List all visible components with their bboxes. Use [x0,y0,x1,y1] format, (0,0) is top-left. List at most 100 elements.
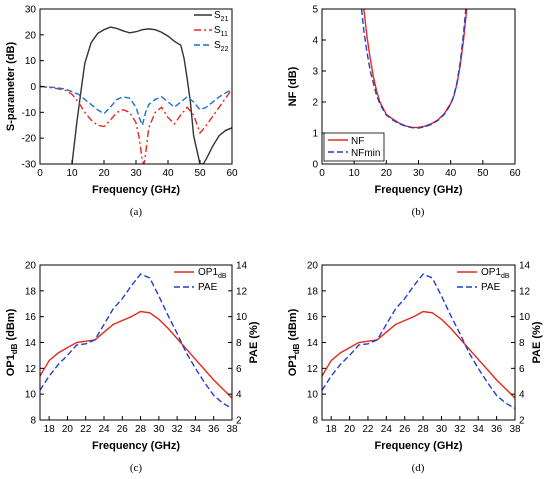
x-axis-label: Frequency (GHz) [92,440,180,452]
y2-tick-label: 10 [519,312,531,323]
legend-label-nfmin: NFmin [351,148,380,159]
panel-caption: (b) [412,206,425,218]
y2-tick-label: 2 [236,416,242,427]
x-tick-label: 26 [117,424,129,435]
legend-label-sub: 11 [221,31,228,38]
y-tick-label: 12 [307,364,319,375]
x-tick-label: 32 [454,424,466,435]
y2-tick-label: 14 [236,261,248,272]
y-axis-label: S-parameter (dB) [5,42,17,132]
panel-a-chart: 0 10 20 30 40 50 60 -30 -20 -10 0 10 20 30 Frequency (… [5,5,238,219]
y-axis-label: NF (dB) [287,66,299,106]
x-tick-label: 0 [319,168,325,179]
legend-label-s22: S22 [214,40,229,53]
legend-label-s21: S21 [214,10,229,23]
y2-tick-label: 8 [519,338,525,349]
x-tick-label: 34 [473,424,485,435]
y-tick-label: 30 [25,5,37,16]
y-tick-label: 0 [312,160,318,171]
series-line-op1db [40,310,232,399]
x-tick-label: 24 [381,424,393,435]
y2-tick-label: 6 [519,364,525,375]
y-tick-label: 3 [312,67,318,78]
x-tick-label: 22 [80,424,92,435]
x-axis-label: Frequency (GHz) [374,184,462,196]
y-tick-label: 14 [25,338,37,349]
y-axis-label-base: OP1 [5,354,17,376]
y-tick-label: 18 [25,286,37,297]
y-tick-label: 10 [25,56,37,67]
y-tick-label: -10 [22,108,37,119]
series-line-s22 [40,85,232,128]
y-axis-label-sub: dB [292,343,301,354]
y-tick-label: 10 [307,390,319,401]
y-tick-label: 16 [307,312,319,323]
x-tick-label: 50 [194,168,206,179]
x-tick-label: 50 [477,168,489,179]
y2-tick-label: 2 [519,416,525,427]
panel-d-chart: 18 20 22 24 26 28 30 32 34 36 38810121416182024681… [287,261,543,475]
y-tick-label: 10 [25,390,37,401]
legend-label-op1db: OP1dB [481,267,510,280]
x-tick-label: 18 [326,424,338,435]
y2-tick-label: 14 [519,261,531,272]
y2-tick-label: 10 [236,312,248,323]
legend-label-nf: NF [351,136,364,147]
x-tick-label: 30 [153,424,165,435]
series-line-pae [40,273,232,409]
x-tick-label: 30 [436,424,448,435]
y-tick-label: 14 [307,338,319,349]
series-line-pae [322,273,515,409]
x-axis-label: Frequency (GHz) [92,184,180,196]
x-tick-label: 20 [344,424,356,435]
x-tick-label: 36 [491,424,503,435]
y-tick-label: 18 [307,286,319,297]
x-tick-label: 38 [509,424,521,435]
x-tick-label: 40 [162,168,174,179]
legend-label-sub: dB [501,273,510,280]
legend-box [323,132,385,162]
y2-axis-label: PAE (%) [248,321,260,363]
legend-label-base: OP1 [198,267,218,278]
y-axis-label: OP1dB (dBm) [287,308,301,376]
x-tick-label: 22 [362,424,374,435]
legend-label-base: OP1 [481,267,501,278]
panel-b-chart: 0 10 20 30 40 50 60 0 1 2 3 4 5 Frequency (GHz) NF (dB… [287,5,521,219]
legend-label-s11: S11 [214,25,228,38]
y-tick-label: 4 [312,36,318,47]
x-tick-label: 18 [44,424,56,435]
x-axis-label: Frequency (GHz) [374,440,462,452]
y-axis-label-tail: (dBm) [5,308,17,343]
y2-tick-label: 12 [519,286,531,297]
y-axis-label-base: OP1 [287,354,299,376]
y-tick-label: 20 [25,261,37,272]
panel-caption: (d) [412,462,425,474]
x-tick-label: 60 [226,168,238,179]
x-tick-label: 10 [66,168,78,179]
y2-tick-label: 4 [236,390,242,401]
panel-caption: (a) [130,206,143,218]
x-tick-label: 20 [98,168,110,179]
x-tick-label: 28 [135,424,147,435]
x-tick-label: 10 [349,168,361,179]
y2-tick-label: 8 [236,338,242,349]
legend-label-base: S [214,10,221,21]
y2-tick-label: 4 [519,390,525,401]
x-tick-label: 28 [418,424,430,435]
legend-label-pae: PAE [198,282,218,293]
legend-label-sub: 22 [221,46,229,53]
legend-label-sub: dB [218,273,227,280]
y-tick-label: 0 [30,82,36,93]
y-tick-label: 12 [25,364,37,375]
series-line-s11 [40,85,232,164]
y-tick-label: -20 [22,134,37,145]
y-axis-label-tail: (dBm) [287,308,299,343]
y2-axis-label: PAE (%) [531,321,543,363]
x-tick-label: 60 [509,168,521,179]
panel-caption: (c) [130,462,143,474]
x-tick-label: 20 [381,168,393,179]
y-tick-label: 20 [307,261,319,272]
y-axis-label: OP1dB (dBm) [5,308,19,376]
x-tick-label: 40 [445,168,457,179]
